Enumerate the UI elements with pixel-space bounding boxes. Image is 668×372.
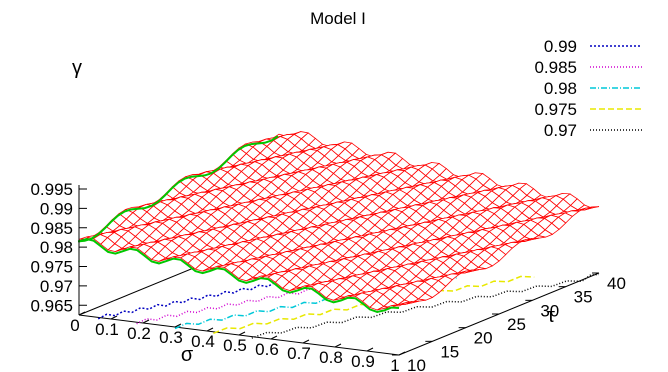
y-tick-label: 30 — [540, 301, 559, 320]
z-tick-label: 0.995 — [30, 180, 73, 199]
legend-label-0.97: 0.97 — [544, 121, 577, 140]
x-tick — [206, 327, 214, 332]
y-axis-label: τ — [547, 305, 555, 327]
x-tick — [78, 311, 86, 316]
contour-0.99 — [97, 277, 302, 320]
legend: 0.99 0.985 0.98 0.975 0.97 — [534, 37, 642, 140]
y-tick-label: 10 — [407, 356, 426, 372]
z-tick-label: 0.97 — [40, 277, 73, 296]
y-tick-label: 40 — [607, 274, 626, 293]
legend-label-0.99: 0.99 — [544, 37, 577, 56]
x-tick-label: 0.3 — [159, 328, 183, 347]
x-tick — [334, 343, 342, 348]
x-tick-label: 0.1 — [95, 320, 119, 339]
x-tick — [142, 319, 150, 324]
z-tick-label: 0.985 — [30, 219, 73, 238]
x-tick-label: 0.2 — [127, 324, 151, 343]
z-tick-label: 0.965 — [30, 296, 73, 315]
x-axis-label: σ — [181, 344, 194, 366]
x-tick-label: 0.9 — [351, 352, 375, 371]
x-tick — [302, 339, 310, 344]
x-tick — [270, 335, 278, 340]
x-tick-label: 0.8 — [319, 348, 343, 367]
x-tick-label: 0.7 — [287, 344, 311, 363]
surface-mesh — [77, 131, 600, 314]
x-tick-label: 1 — [390, 356, 399, 372]
z-tick-label: 0.98 — [40, 238, 73, 257]
surface-underside-edge — [78, 237, 400, 314]
x-tick-label: 0 — [70, 316, 79, 335]
x-tick — [110, 315, 118, 320]
legend-label-0.975: 0.975 — [534, 100, 577, 119]
surface-cell — [391, 302, 406, 307]
y-tick-label: 20 — [474, 329, 493, 348]
x-tick — [398, 351, 406, 356]
x-tick-label: 0.5 — [223, 336, 247, 355]
legend-label-0.98: 0.98 — [544, 79, 577, 98]
x-tick — [366, 347, 374, 352]
y-tick-label: 15 — [440, 342, 459, 361]
z-axis-label: γ — [72, 57, 82, 79]
chart-title: Model I — [310, 9, 366, 28]
x-tick — [174, 323, 182, 328]
z-tick-label: 0.99 — [40, 199, 73, 218]
x-tick-label: 0.4 — [191, 332, 215, 351]
legend-label-0.985: 0.985 — [534, 58, 577, 77]
x-tick — [238, 331, 246, 336]
z-tick-label: 0.975 — [30, 258, 73, 277]
surface-underside-edge-left — [77, 135, 279, 243]
x-tick-label: 0.6 — [255, 340, 279, 359]
contour-0.97 — [251, 273, 600, 339]
y-tick-label: 25 — [507, 315, 526, 334]
y-tick-label: 35 — [574, 288, 593, 307]
